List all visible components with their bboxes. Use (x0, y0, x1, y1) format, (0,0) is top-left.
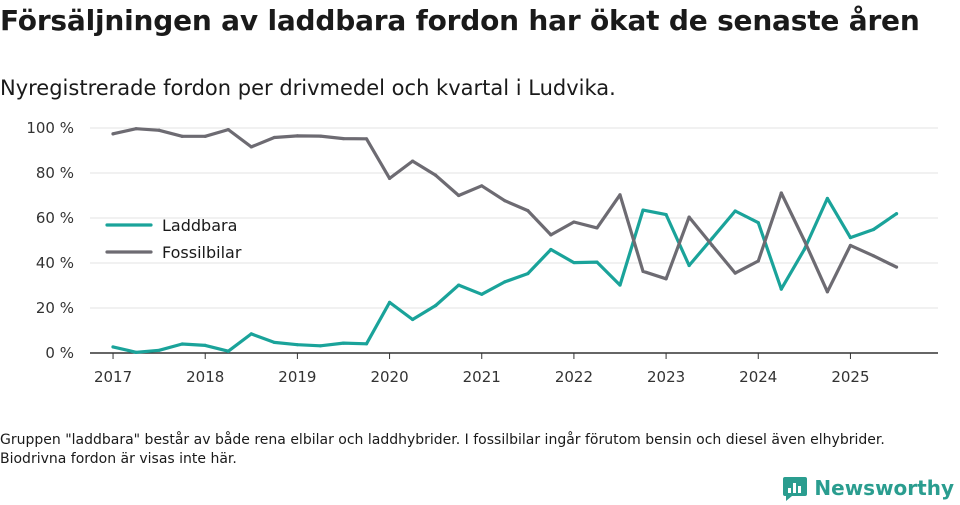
data-point-laddbara (572, 260, 576, 265)
data-point-fossilbilar (226, 127, 230, 132)
data-point-laddbara (318, 344, 323, 348)
series-lines (111, 127, 899, 354)
data-point-fossilbilar (364, 137, 369, 141)
data-point-laddbara (180, 342, 184, 346)
brand-name: Newsworthy (814, 476, 954, 500)
data-point-laddbara (249, 332, 253, 336)
y-tick-label: 100 % (26, 119, 74, 137)
data-point-fossilbilar (595, 226, 599, 230)
data-point-laddbara (526, 271, 530, 276)
data-point-fossilbilar (641, 269, 645, 273)
data-point-fossilbilar (549, 233, 553, 237)
data-point-laddbara (687, 263, 691, 268)
data-point-fossilbilar (825, 290, 829, 294)
data-point-laddbara (664, 213, 668, 217)
data-point-laddbara (871, 227, 876, 232)
data-point-laddbara (134, 350, 138, 354)
data-point-laddbara (480, 292, 484, 296)
y-axis-tick-labels: 0 % 20 % 40 % 60 % 80 % 100 % (26, 119, 74, 362)
data-point-fossilbilar (664, 277, 668, 281)
x-tick-label: 2020 (370, 368, 408, 386)
data-point-fossilbilar (134, 127, 138, 131)
data-point-fossilbilar (341, 136, 346, 141)
data-point-fossilbilar (457, 193, 461, 198)
data-point-fossilbilar (756, 259, 760, 263)
x-tick-label: 2017 (94, 368, 132, 386)
data-point-fossilbilar (180, 134, 184, 138)
data-point-laddbara (503, 280, 507, 284)
data-point-fossilbilar (480, 184, 484, 188)
data-point-fossilbilar (503, 199, 507, 203)
line-chart: 0 % 20 % 40 % 60 % 80 % 100 % 2017 2018 2019 202… (26, 119, 938, 386)
data-point-laddbara (157, 348, 161, 352)
data-point-fossilbilar (411, 159, 415, 163)
x-axis: 2017 2018 2019 2020 2021 2022 2023 2024 2025 (90, 352, 938, 386)
data-point-laddbara (434, 303, 438, 308)
data-point-laddbara (295, 343, 299, 347)
data-point-fossilbilar (618, 193, 622, 197)
y-tick-label: 0 % (45, 344, 74, 362)
data-point-laddbara (387, 300, 392, 304)
x-tick-label: 2025 (831, 368, 869, 386)
data-point-laddbara (341, 341, 346, 345)
x-tick-label: 2022 (555, 368, 593, 386)
data-point-fossilbilar (157, 128, 161, 132)
legend: Laddbara Fossilbilar (105, 216, 242, 262)
x-tick-label: 2023 (647, 368, 685, 386)
data-point-laddbara (710, 236, 714, 240)
data-point-fossilbilar (526, 208, 530, 213)
data-point-laddbara (756, 221, 760, 225)
chart-title: Försäljningen av laddbara fordon har öka… (0, 4, 920, 37)
series-line-fossilbilar (111, 127, 899, 294)
data-point-laddbara (641, 208, 645, 212)
data-point-fossilbilar (894, 265, 899, 269)
data-point-laddbara (595, 260, 599, 264)
x-tick-label: 2018 (186, 368, 224, 386)
data-point-fossilbilar (434, 173, 438, 177)
data-point-laddbara (203, 343, 207, 347)
data-point-fossilbilar (272, 135, 276, 140)
data-point-laddbara (825, 196, 829, 201)
x-tick-label: 2021 (463, 368, 501, 386)
data-point-laddbara (779, 287, 783, 291)
legend-label-fossilbilar: Fossilbilar (162, 243, 242, 262)
data-point-fossilbilar (249, 145, 253, 149)
data-point-fossilbilar (802, 238, 806, 243)
data-point-fossilbilar (687, 215, 691, 219)
data-point-laddbara (894, 212, 899, 216)
data-point-laddbara (364, 342, 369, 346)
data-point-fossilbilar (733, 271, 737, 275)
data-point-laddbara (802, 247, 806, 252)
footnote: Gruppen "laddbara" består av både rena e… (0, 432, 885, 467)
legend-label-laddbara: Laddbara (162, 216, 237, 235)
data-point-fossilbilar (572, 220, 576, 224)
data-point-laddbara (111, 345, 115, 349)
data-point-fossilbilar (871, 254, 876, 258)
bar-chart-logo-icon (783, 477, 808, 501)
data-point-fossilbilar (848, 243, 853, 248)
data-point-fossilbilar (710, 243, 714, 248)
data-point-laddbara (848, 235, 853, 240)
data-point-laddbara (549, 247, 553, 252)
data-point-fossilbilar (295, 134, 299, 138)
data-point-fossilbilar (111, 132, 115, 136)
y-tick-label: 60 % (36, 209, 74, 227)
data-point-fossilbilar (387, 176, 392, 180)
data-point-fossilbilar (318, 134, 323, 138)
data-point-laddbara (411, 317, 415, 322)
data-point-laddbara (272, 340, 276, 345)
y-tick-label: 20 % (36, 299, 74, 317)
y-tick-label: 80 % (36, 164, 74, 182)
x-tick-label: 2024 (739, 368, 777, 386)
data-point-laddbara (457, 283, 461, 287)
data-point-laddbara (733, 209, 737, 213)
data-point-laddbara (618, 283, 622, 287)
x-tick-label: 2019 (278, 368, 316, 386)
data-point-fossilbilar (203, 134, 207, 138)
brand-logo: Newsworthy (782, 475, 954, 501)
data-point-laddbara (226, 349, 230, 353)
chart-subtitle: Nyregistrerade fordon per drivmedel och … (0, 76, 616, 100)
y-tick-label: 40 % (36, 254, 74, 272)
data-point-fossilbilar (779, 191, 783, 195)
